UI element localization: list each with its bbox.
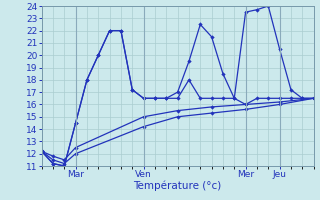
X-axis label: Température (°c): Température (°c) <box>133 181 222 191</box>
